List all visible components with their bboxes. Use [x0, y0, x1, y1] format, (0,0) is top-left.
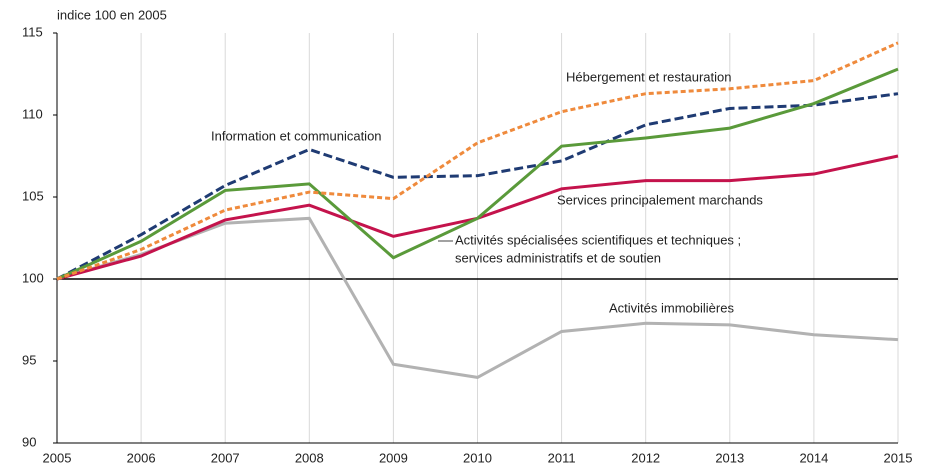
y-axis-title: indice 100 en 2005 — [57, 7, 167, 22]
x-tick-label: 2009 — [379, 450, 408, 465]
x-tick-label: 2014 — [799, 450, 828, 465]
y-tick-label: 110 — [22, 106, 43, 121]
series-label: Information et communication — [211, 128, 382, 143]
x-tick-label: 2005 — [43, 450, 72, 465]
x-tick-label: 2007 — [211, 450, 240, 465]
line-series — [56, 67, 899, 281]
x-tick-label: 2011 — [548, 450, 576, 465]
x-tick-label: 2008 — [295, 450, 324, 465]
line-series — [56, 92, 899, 281]
series-label: Activités spécialisées scientifiques et … — [455, 232, 741, 247]
x-tick-label: 2013 — [715, 450, 744, 465]
x-tick-label: 2015 — [884, 450, 913, 465]
x-tick-label: 2012 — [631, 450, 660, 465]
y-tick-label: 100 — [22, 270, 44, 285]
series-label: Activités immobilières — [609, 300, 734, 315]
series-label: Services principalement marchands — [557, 192, 763, 207]
y-tick-label: 115 — [22, 24, 43, 39]
x-tick-label: 2010 — [463, 450, 492, 465]
line-series — [56, 216, 899, 379]
series-label: Hébergement et restauration — [566, 69, 731, 84]
y-tick-label: 90 — [22, 434, 36, 449]
y-tick-label: 105 — [22, 188, 44, 203]
series-label: services administratifs et de soutien — [455, 250, 661, 265]
x-tick-label: 2006 — [127, 450, 156, 465]
y-tick-label: 95 — [22, 352, 36, 367]
